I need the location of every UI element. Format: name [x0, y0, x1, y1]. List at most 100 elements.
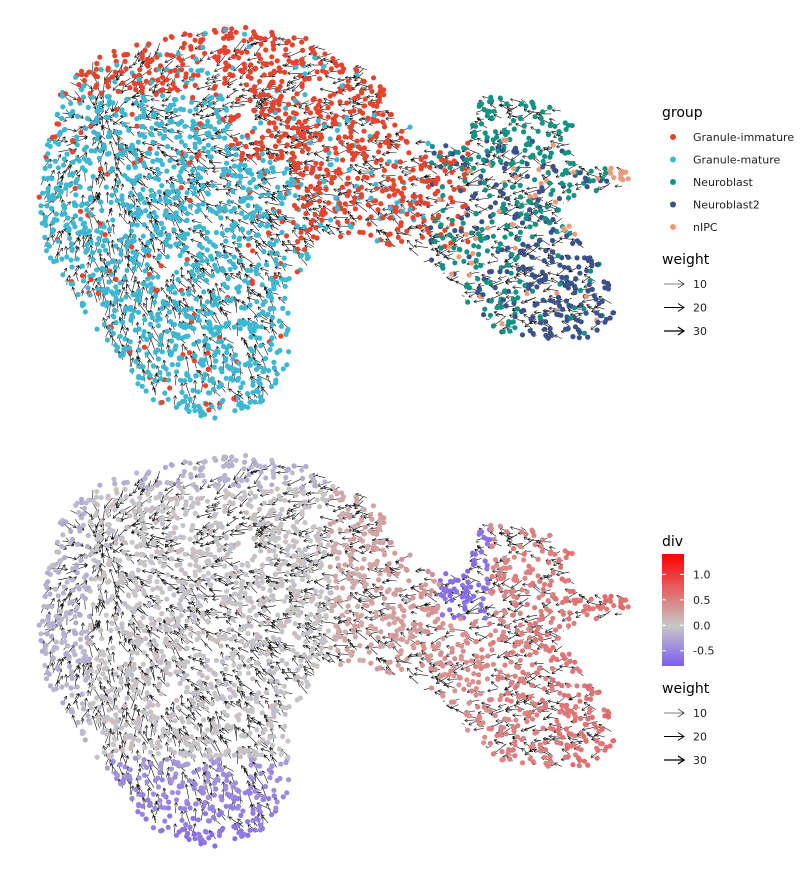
- cell-point: [239, 226, 245, 232]
- cell-point: [171, 227, 177, 233]
- cell-point: [394, 143, 400, 149]
- cell-point: [540, 297, 546, 303]
- cell-point: [187, 134, 193, 140]
- cell-point: [109, 74, 115, 80]
- cell-point: [357, 643, 363, 649]
- cell-point: [565, 713, 571, 719]
- cell-point: [160, 502, 166, 508]
- cell-point: [115, 344, 121, 350]
- cell-point: [587, 278, 593, 284]
- cell-point: [207, 101, 213, 107]
- cell-point: [302, 71, 308, 77]
- cell-point: [103, 675, 109, 681]
- cell-point: [342, 201, 348, 207]
- cell-point: [126, 127, 132, 133]
- cell-point: [265, 128, 271, 134]
- cell-point: [59, 543, 65, 550]
- cell-point: [254, 387, 260, 393]
- cell-point: [119, 621, 125, 627]
- cell-point: [259, 109, 265, 116]
- cell-point: [571, 169, 577, 175]
- cell-point: [173, 241, 179, 247]
- cell-point: [134, 470, 140, 476]
- cell-point: [204, 675, 210, 681]
- cell-point: [124, 669, 130, 676]
- cell-point: [78, 216, 84, 222]
- cell-point: [373, 562, 379, 568]
- cell-point: [595, 319, 601, 326]
- cell-point: [289, 604, 295, 610]
- cell-point: [436, 581, 442, 588]
- cell-point: [179, 827, 186, 833]
- cell-point: [378, 629, 384, 635]
- cell-point: [312, 614, 318, 620]
- cell-point: [410, 595, 416, 601]
- cell-point: [177, 240, 183, 247]
- cell-point: [447, 607, 453, 613]
- cell-point: [124, 241, 130, 248]
- cell-point: [377, 516, 383, 522]
- cell-point: [527, 652, 533, 658]
- cell-point: [497, 241, 503, 247]
- cell-point: [460, 204, 466, 210]
- cell-point: [527, 266, 534, 272]
- cell-point: [120, 629, 126, 635]
- cell-point: [210, 814, 217, 821]
- cell-point: [209, 208, 216, 214]
- cell-point: [527, 635, 533, 641]
- cell-point: [221, 555, 227, 562]
- cell-point: [292, 621, 298, 627]
- cell-point: [94, 326, 100, 332]
- cell-point: [376, 149, 382, 155]
- cell-point: [180, 335, 186, 341]
- cell-point: [167, 747, 174, 753]
- cell-point: [258, 140, 264, 146]
- cell-point: [206, 835, 212, 841]
- cell-point: [474, 225, 480, 231]
- cell-point: [566, 188, 572, 194]
- cell-point: [270, 79, 276, 85]
- cell-point: [565, 623, 572, 629]
- cell-point: [300, 203, 306, 209]
- cell-point: [258, 324, 264, 330]
- cell-point: [123, 233, 129, 239]
- cell-point: [139, 811, 145, 817]
- cell-point: [529, 154, 535, 160]
- cell-point: [371, 112, 377, 118]
- cell-point: [470, 561, 476, 568]
- cell-point: [204, 618, 210, 624]
- cell-point: [164, 66, 170, 73]
- cell-point: [548, 578, 554, 584]
- cell-point: [183, 393, 189, 400]
- cell-point: [242, 590, 248, 597]
- cell-point: [557, 262, 563, 268]
- cell-point: [428, 666, 434, 672]
- cell-point: [178, 169, 184, 175]
- cell-point: [179, 817, 185, 823]
- cell-point: [238, 157, 245, 163]
- cell-point: [516, 664, 522, 671]
- cell-point: [224, 284, 230, 291]
- cell-point: [334, 585, 340, 591]
- cell-point: [425, 612, 432, 618]
- cell-point: [81, 648, 87, 654]
- cell-point: [328, 645, 334, 651]
- cell-point: [122, 539, 128, 546]
- cell-point: [122, 336, 128, 342]
- cell-point: [188, 495, 194, 501]
- cell-point: [177, 750, 183, 756]
- cell-point: [238, 589, 244, 595]
- cell-point: [168, 34, 174, 40]
- cell-point: [92, 148, 98, 154]
- cell-point: [410, 167, 416, 173]
- cell-point: [365, 543, 371, 549]
- cell-point: [461, 600, 467, 606]
- cell-point: [177, 252, 183, 259]
- cell-point: [511, 148, 517, 154]
- cell-point: [178, 139, 185, 145]
- cell-point: [286, 618, 292, 624]
- cell-point: [542, 754, 548, 760]
- cell-point: [205, 350, 211, 356]
- cell-point: [178, 567, 185, 573]
- cell-point: [544, 204, 550, 210]
